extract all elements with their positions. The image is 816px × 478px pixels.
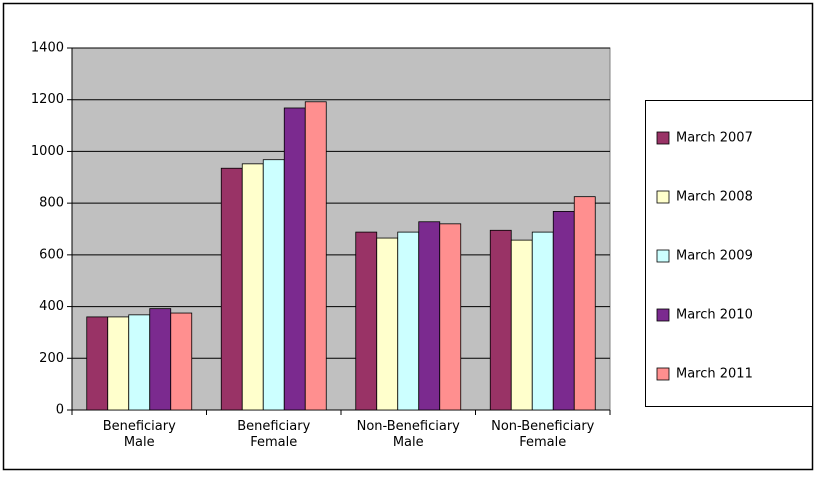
x-tick-label: Non-Beneficiary Female	[491, 419, 595, 450]
bar	[355, 231, 378, 411]
legend-label: March 2009	[676, 249, 753, 264]
y-tick-label: 0	[56, 403, 64, 418]
legend-box	[645, 100, 813, 407]
legend-swatch	[656, 367, 670, 381]
bar	[86, 316, 109, 411]
legend-label: March 2010	[676, 308, 753, 323]
bar	[262, 159, 285, 411]
y-tick-label: 400	[39, 299, 64, 314]
x-tick-label: Non-Beneficiary Male	[357, 419, 461, 450]
bar	[283, 107, 306, 411]
bar	[220, 167, 243, 411]
legend-swatch	[656, 249, 670, 263]
bar	[489, 229, 512, 411]
bar	[304, 101, 327, 411]
bar	[552, 211, 575, 411]
legend-label: March 2007	[676, 131, 753, 146]
bar	[107, 316, 130, 411]
legend-label: March 2011	[676, 367, 753, 382]
legend-swatch	[656, 131, 670, 145]
y-tick-label: 800	[39, 196, 64, 211]
bar	[573, 196, 596, 411]
bar	[170, 312, 193, 411]
y-tick-label: 600	[39, 247, 64, 262]
y-tick-label: 200	[39, 351, 64, 366]
bar	[241, 163, 264, 411]
bar	[397, 231, 420, 411]
legend-swatch	[656, 190, 670, 204]
legend-label: March 2008	[676, 190, 753, 205]
bar	[510, 239, 533, 411]
y-tick-label: 1400	[31, 41, 64, 56]
bar	[439, 223, 462, 411]
bar	[418, 221, 441, 411]
x-tick-label: Beneficiary Female	[237, 419, 310, 450]
bar	[128, 314, 151, 411]
y-tick-label: 1000	[31, 144, 64, 159]
legend-swatch	[656, 308, 670, 322]
x-tick-label: Beneficiary Male	[103, 419, 176, 450]
bar	[149, 308, 172, 411]
bar	[531, 231, 554, 411]
y-tick-label: 1200	[31, 92, 64, 107]
bar	[376, 237, 399, 411]
